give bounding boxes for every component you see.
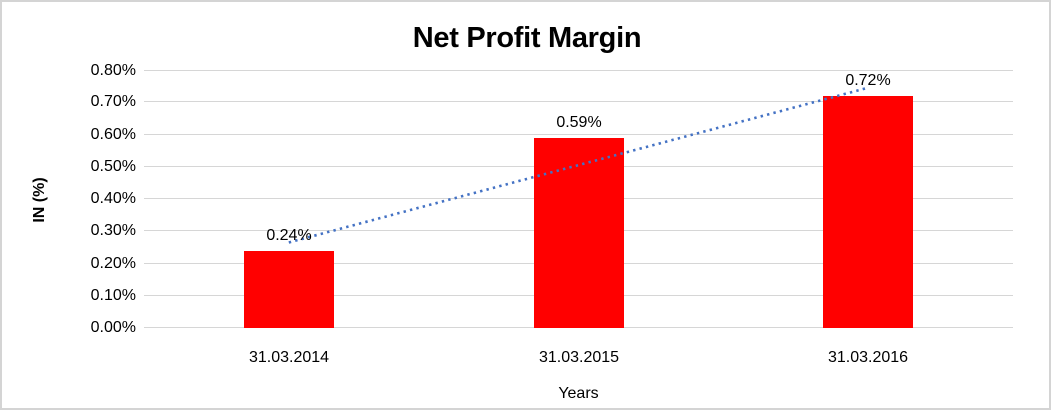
plot-area <box>144 70 1013 328</box>
y-tick-label: 0.70% <box>90 93 136 110</box>
bar-31.03.2016 <box>823 96 913 328</box>
chart-title: Net Profit Margin <box>412 22 642 54</box>
y-tick-label: 0.20% <box>90 255 136 272</box>
x-tick-label: 31.03.2015 <box>538 349 620 366</box>
y-tick-label: 0.80% <box>90 62 136 79</box>
y-tick-label: 0.50% <box>90 158 136 175</box>
data-label: 0.72% <box>845 72 891 89</box>
y-tick-label: 0.60% <box>90 126 136 143</box>
trendline-segment <box>288 86 869 244</box>
x-tick-label: 31.03.2014 <box>248 349 330 366</box>
y-tick-label: 0.40% <box>90 190 136 207</box>
x-tick-label: 31.03.2016 <box>827 349 909 366</box>
x-axis-title: Years <box>558 385 599 402</box>
trendline <box>288 86 869 244</box>
bar-31.03.2014 <box>244 251 334 328</box>
gridline <box>144 134 1013 135</box>
y-tick-label: 0.10% <box>90 287 136 304</box>
y-tick-label: 0.00% <box>90 319 136 336</box>
gridline <box>144 70 1013 71</box>
bar-31.03.2015 <box>534 138 624 328</box>
data-label: 0.24% <box>266 227 312 244</box>
gridline <box>144 101 1013 102</box>
y-tick-label: 0.30% <box>90 222 136 239</box>
data-label: 0.59% <box>556 114 602 131</box>
